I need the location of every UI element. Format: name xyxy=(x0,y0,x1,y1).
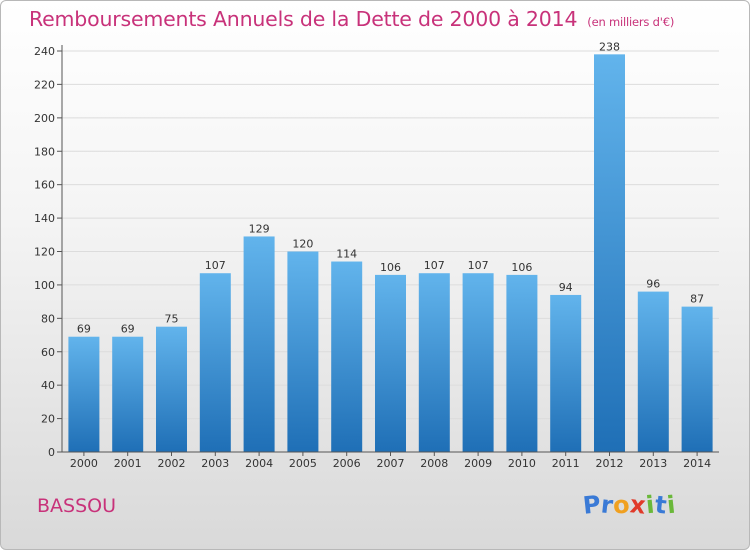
bar-value-label: 69 xyxy=(77,323,91,336)
x-tick-label: 2012 xyxy=(596,457,624,470)
x-tick-label: 2003 xyxy=(201,457,229,470)
y-tick-label: 200 xyxy=(34,112,55,125)
bar xyxy=(681,306,713,452)
bar-value-label: 107 xyxy=(424,259,445,272)
y-tick-label: 160 xyxy=(34,179,55,192)
y-tick-label: 20 xyxy=(41,413,55,426)
bar xyxy=(243,236,275,452)
y-tick-label: 120 xyxy=(34,246,55,259)
x-tick-label: 2008 xyxy=(420,457,448,470)
bar-value-label: 107 xyxy=(205,259,226,272)
bar xyxy=(68,336,100,452)
y-tick-label: 0 xyxy=(48,446,55,459)
chart-title: Remboursements Annuels de la Dette de 20… xyxy=(29,7,675,31)
x-tick-label: 2002 xyxy=(158,457,186,470)
bar-value-label: 114 xyxy=(336,248,357,261)
x-tick-label: 2013 xyxy=(639,457,667,470)
logo-letter: i xyxy=(665,490,678,520)
bar-value-label: 94 xyxy=(559,281,573,294)
bar-value-label: 106 xyxy=(380,261,401,274)
bar-value-label: 75 xyxy=(165,313,179,326)
bar xyxy=(287,251,319,452)
y-tick-label: 180 xyxy=(34,145,55,158)
y-tick-label: 140 xyxy=(34,212,55,225)
bar xyxy=(199,273,231,452)
bars: 69 69 75 107 129 120 114 106 107 107 106 94 238 96 87 xyxy=(68,40,713,452)
bar-value-label: 87 xyxy=(690,293,704,306)
y-tick-label: 60 xyxy=(41,346,55,359)
y-tick-label: 40 xyxy=(41,379,55,392)
bar-value-label: 120 xyxy=(292,238,313,251)
bar xyxy=(594,54,625,452)
axes: 0 20 40 60 80 100 120 140 160 180 200 220 240 2000 200… xyxy=(34,45,719,470)
bar xyxy=(462,273,494,452)
x-tick-label: 2005 xyxy=(289,457,317,470)
y-tick-label: 80 xyxy=(41,312,55,325)
x-tick-label: 2009 xyxy=(464,457,492,470)
bar-value-label: 129 xyxy=(249,222,270,235)
y-tick-label: 220 xyxy=(34,78,55,91)
place-name: BASSOU xyxy=(37,495,117,517)
proxiti-logo: Proxiti xyxy=(582,490,678,520)
bar xyxy=(156,326,187,452)
unit-note: (en milliers d'€) xyxy=(587,15,675,29)
bar xyxy=(550,294,582,452)
x-tick-label: 2011 xyxy=(552,457,580,470)
bar-value-label: 69 xyxy=(121,323,135,336)
bar xyxy=(331,261,363,452)
bar xyxy=(375,274,406,452)
bar xyxy=(112,336,144,452)
bar-value-label: 107 xyxy=(468,259,489,272)
bar xyxy=(637,291,669,452)
bar-value-label: 96 xyxy=(646,278,660,291)
bar-value-label: 238 xyxy=(599,40,620,53)
x-tick-label: 2014 xyxy=(683,457,711,470)
x-tick-label: 2006 xyxy=(333,457,361,470)
bar-value-label: 106 xyxy=(511,261,532,274)
x-tick-label: 2007 xyxy=(377,457,405,470)
y-tick-label: 100 xyxy=(34,279,55,292)
x-tick-label: 2000 xyxy=(70,457,98,470)
x-tick-label: 2010 xyxy=(508,457,536,470)
bar xyxy=(418,273,450,452)
y-tick-label: 240 xyxy=(34,45,55,58)
x-tick-label: 2004 xyxy=(245,457,273,470)
bar xyxy=(506,274,538,452)
x-tick-label: 2001 xyxy=(114,457,142,470)
